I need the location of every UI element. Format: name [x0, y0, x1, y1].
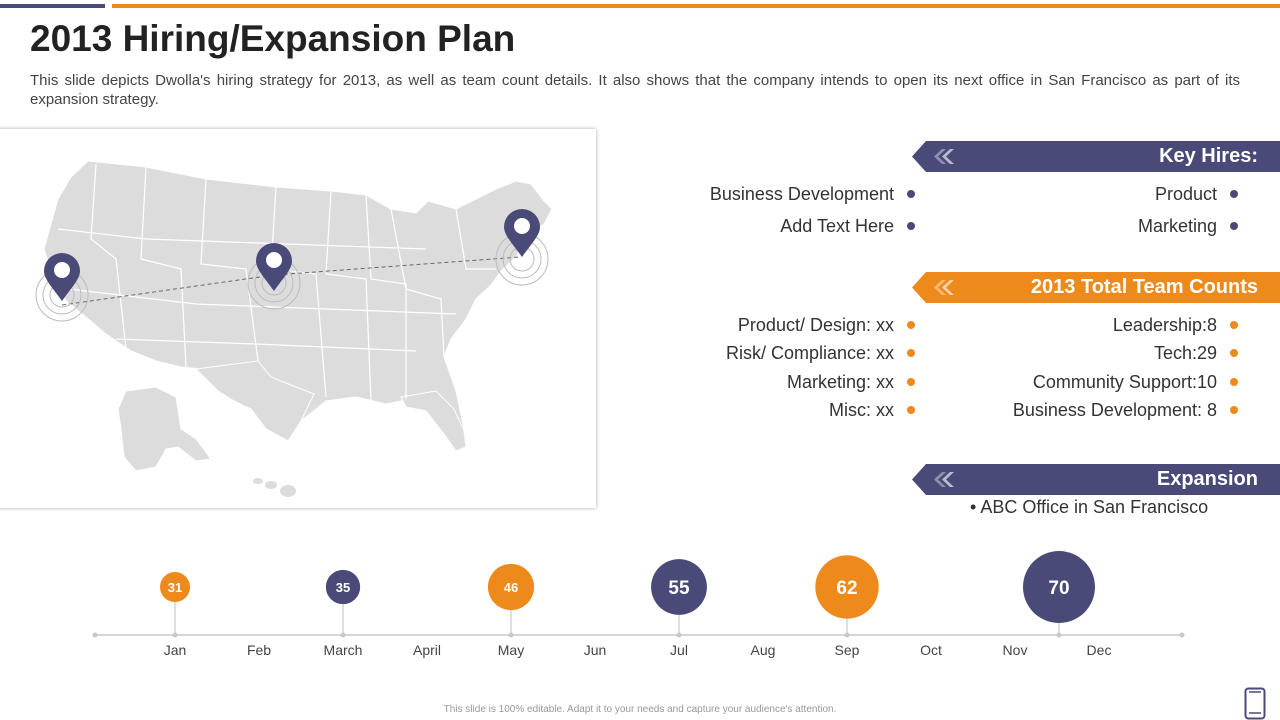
texas-shape	[194, 360, 315, 442]
team-count-item: Risk/ Compliance: xx	[726, 343, 915, 364]
axis-marker	[172, 632, 178, 638]
bullet-dot	[1230, 321, 1238, 330]
axis-marker	[676, 632, 682, 638]
axis-marker	[340, 632, 346, 638]
us-map-card	[0, 129, 596, 508]
team-counts-banner: 2013 Total Team Counts	[912, 272, 1280, 303]
key-hire-item: Business Development	[710, 184, 915, 205]
top-accent-bar-purple	[0, 4, 105, 8]
value-bubble	[651, 559, 707, 615]
month-label: Jun	[584, 642, 607, 658]
value-bubble	[1023, 551, 1095, 623]
bullet-dot	[1230, 378, 1238, 387]
banner-shape	[912, 272, 1280, 303]
month-label: Jul	[670, 642, 688, 658]
month-label: Dec	[1087, 642, 1112, 658]
key-hire-item: Add Text Here	[780, 216, 915, 237]
map-pin-icon	[35, 252, 89, 322]
hawaii-shape	[253, 478, 296, 497]
page-subtitle: This slide depicts Dwolla's hiring strat…	[30, 72, 1240, 108]
value-bubble	[160, 572, 190, 602]
key-hires-title: Key Hires:	[1159, 145, 1258, 167]
us-mainland-shape	[43, 160, 553, 448]
month-label: Oct	[920, 642, 942, 658]
month-label: Feb	[247, 642, 271, 658]
team-count-item: Business Development: 8	[1013, 400, 1238, 421]
key-hire-item: Product	[1155, 184, 1238, 205]
banner-shape	[912, 464, 1280, 495]
team-counts-title: 2013 Total Team Counts	[1030, 276, 1258, 298]
bullet-dot	[907, 190, 915, 199]
footer-note: This slide is 100% editable. Adapt it to…	[443, 704, 837, 715]
bullet-dot	[907, 321, 915, 330]
month-label: Nov	[1003, 642, 1028, 658]
key-hires-banner: Key Hires:	[912, 141, 1280, 172]
chevron-left-icon	[934, 472, 954, 487]
team-count-item: Leadership:8	[1113, 315, 1238, 336]
month-label: March	[324, 642, 363, 658]
connection-line	[61, 256, 521, 306]
bullet-glyph: •	[970, 497, 977, 517]
banner-shape	[912, 141, 1280, 172]
axis-marker	[844, 632, 850, 638]
month-label: Aug	[751, 642, 776, 658]
map-pin-icon	[495, 209, 549, 286]
key-hire-item: Marketing	[1138, 216, 1238, 237]
map-pin-icon	[247, 243, 301, 310]
top-accent-bar-orange	[112, 4, 1280, 8]
team-count-item: Misc: xx	[829, 400, 915, 421]
team-count-item: Product/ Design: xx	[738, 315, 915, 336]
expansion-item: • ABC Office in San Francisco	[970, 497, 1208, 518]
team-count-item: Community Support:10	[1033, 372, 1238, 393]
bullet-dot	[907, 406, 915, 415]
expansion-item-label: ABC Office in San Francisco	[980, 497, 1209, 517]
state-borders	[57, 163, 496, 402]
bullet-dot	[1230, 222, 1238, 231]
bullet-dot	[907, 349, 915, 358]
bullet-dot	[1230, 190, 1238, 199]
value-label: 70	[1048, 578, 1069, 599]
team-count-item: Marketing: xx	[787, 372, 915, 393]
bullet-dot	[907, 378, 915, 387]
value-label: 46	[504, 580, 518, 595]
axis-end-dot	[92, 632, 98, 638]
florida-shape	[400, 390, 467, 452]
team-count-item: Tech:29	[1154, 343, 1238, 364]
phone-icon	[1244, 687, 1266, 720]
value-bubble	[325, 569, 361, 605]
chevron-left-icon	[934, 280, 954, 295]
month-label: May	[498, 642, 524, 658]
value-bubble	[487, 563, 535, 611]
timeline-svg: Jan Feb March April May Jun Jul Aug Sep Oct Nov Dec…	[92, 551, 1185, 658]
bullet-dot	[1230, 406, 1238, 415]
value-label: 55	[668, 578, 690, 599]
page-title: 2013 Hiring/Expansion Plan	[30, 18, 516, 59]
value-label: 35	[336, 580, 350, 595]
month-label: April	[413, 642, 441, 658]
bullet-dot	[1230, 349, 1238, 358]
value-label: 31	[168, 580, 182, 595]
hiring-timeline-chart: Jan Feb March April May Jun Jul Aug Sep Oct Nov Dec…	[0, 540, 1280, 680]
axis-end-dot	[1179, 632, 1185, 638]
expansion-banner: Expansion	[912, 464, 1280, 495]
axis-marker	[1056, 632, 1062, 638]
expansion-title: Expansion	[1156, 468, 1258, 490]
axis-marker	[508, 632, 514, 638]
alaska-shape	[117, 386, 212, 472]
chevron-left-icon	[934, 149, 954, 164]
month-label: Sep	[835, 642, 860, 658]
bullet-dot	[907, 222, 915, 231]
us-map	[35, 160, 553, 497]
value-bubble	[815, 555, 879, 619]
month-label: Jan	[164, 642, 187, 658]
value-label: 62	[836, 578, 857, 599]
